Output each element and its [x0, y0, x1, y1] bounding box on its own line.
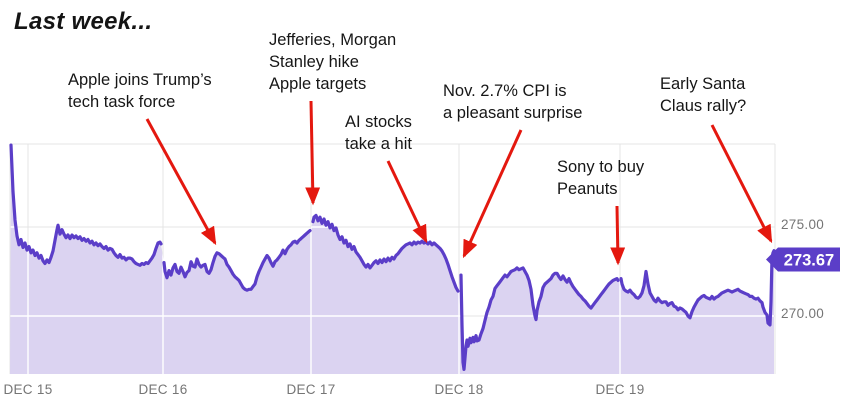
x-axis-label: DEC 18	[434, 382, 483, 397]
price-line-segment	[9, 143, 163, 267]
annotation-arrow-jefferies-morgan-stanley	[305, 100, 321, 206]
x-axis-label: DEC 17	[286, 382, 335, 397]
annotation-arrow-apple-task-force	[145, 118, 217, 246]
annotation-santa-rally: Early Santa Claus rally?	[660, 73, 746, 117]
annotation-apple-task-force: Apple joins Trump’s tech task force	[68, 69, 212, 113]
annotation-arrow-ai-stocks-hit	[386, 160, 428, 244]
chart-title: Last week...	[14, 8, 153, 35]
y-axis-label: 270.00	[781, 306, 824, 321]
price-line-segment	[162, 229, 312, 292]
annotation-line: take a hit	[345, 135, 412, 153]
annotation-arrow-cpi-surprise	[462, 129, 523, 259]
x-axis-label: DEC 15	[3, 382, 52, 397]
annotation-line: Peanuts	[557, 180, 618, 198]
price-line-segment	[311, 213, 460, 293]
price-line-segment	[459, 266, 620, 371]
annotation-arrow-sony-peanuts	[610, 205, 626, 266]
annotation-line: a pleasant surprise	[443, 104, 583, 122]
x-axis-label: DEC 16	[138, 382, 187, 397]
current-price-label: 273.67	[784, 252, 834, 270]
annotation-line: Nov. 2.7% CPI is	[443, 82, 567, 100]
current-price-badge	[766, 247, 840, 272]
x-axis-label: DEC 19	[595, 382, 644, 397]
annotation-line: Stanley hike	[269, 53, 359, 71]
price-line-segment	[619, 249, 776, 327]
annotation-line: Claus rally?	[660, 97, 747, 115]
annotation-jefferies-morgan-stanley: Jefferies, Morgan Stanley hike Apple targe…	[269, 29, 396, 95]
annotation-line: Jefferies, Morgan	[269, 31, 397, 49]
annotation-ai-stocks-hit: AI stocks take a hit	[345, 111, 412, 155]
annotation-line: Apple joins Trump’s	[68, 71, 212, 89]
annotation-line: Apple targets	[269, 75, 367, 93]
annotation-sony-peanuts: Sony to buy Peanuts	[557, 156, 644, 200]
annotation-line: Sony to buy	[557, 158, 645, 176]
y-axis-label: 275.00	[781, 217, 824, 232]
annotation-arrow-santa-rally	[710, 124, 773, 244]
annotation-line: tech task force	[68, 93, 176, 111]
annotation-line: Early Santa	[660, 75, 746, 93]
annotation-cpi-surprise: Nov. 2.7% CPI is a pleasant surprise	[443, 80, 582, 124]
annotation-line: AI stocks	[345, 113, 412, 131]
